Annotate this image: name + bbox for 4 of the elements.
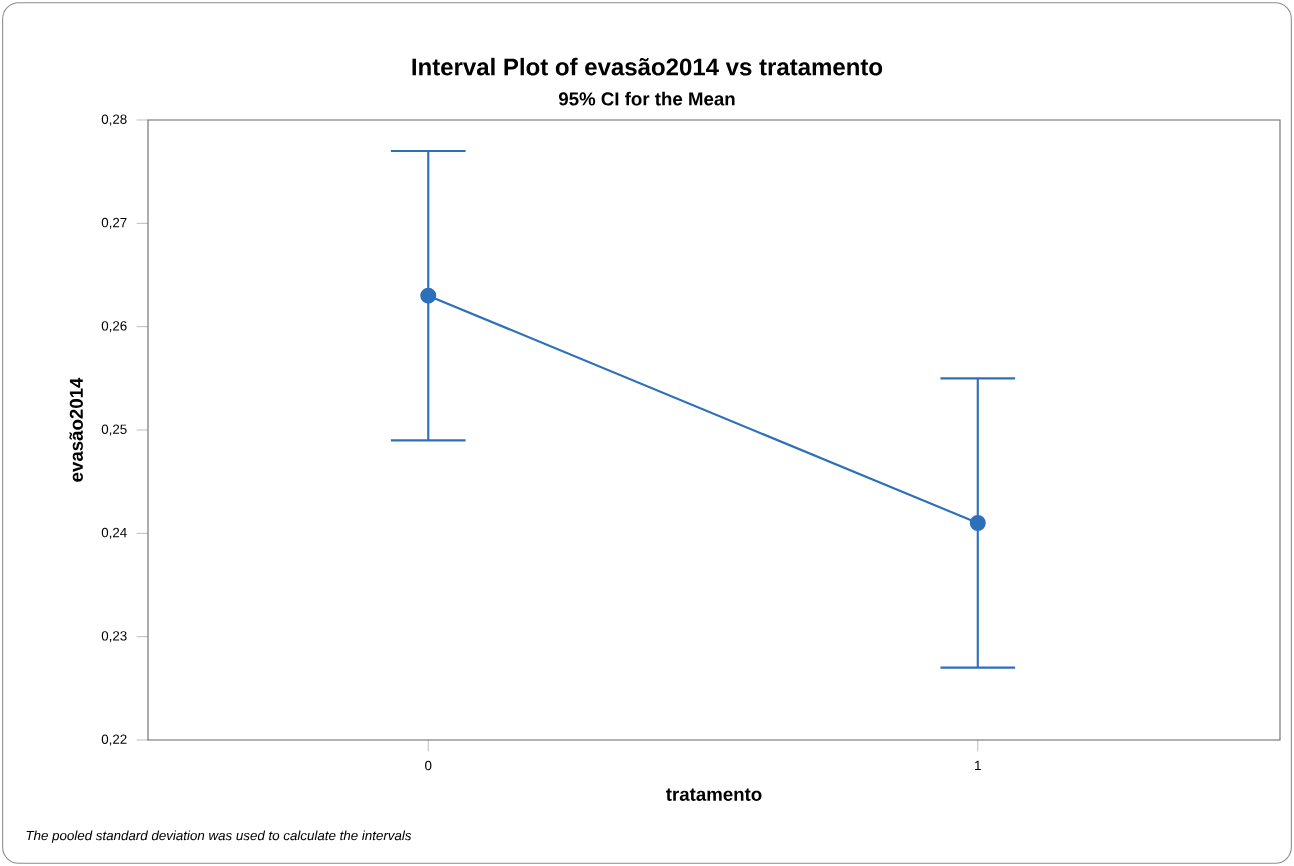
y-axis-title: evasão2014 xyxy=(69,377,83,482)
x-axis-title: tratamento xyxy=(665,788,762,801)
chart-subtitle: 95% CI for the Mean xyxy=(558,91,735,106)
chart-title: Interval Plot of evasão2014 vs tratamento xyxy=(412,57,883,76)
